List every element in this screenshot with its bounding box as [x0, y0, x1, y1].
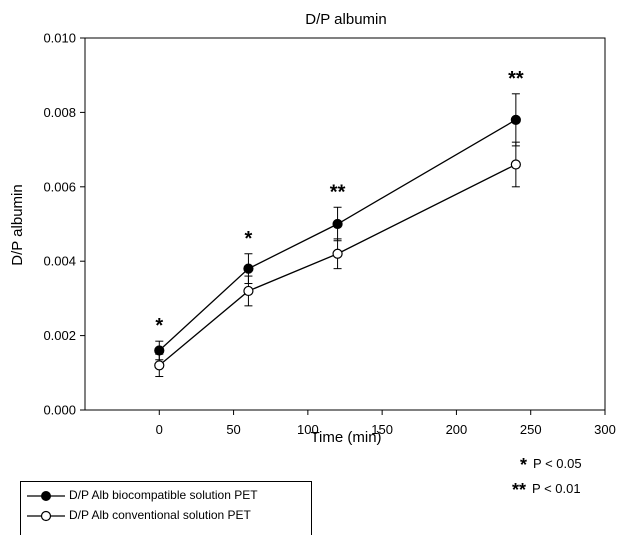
data-point — [243, 263, 254, 274]
x-tick-label: 200 — [446, 422, 468, 437]
significance-marker: * — [155, 315, 163, 337]
significance-marker: ** — [330, 181, 346, 203]
footnote-p001: ** P < 0.01 — [512, 477, 581, 500]
x-tick-label: 250 — [520, 422, 542, 437]
legend-label: D/P Alb biocompatible solution PET — [69, 488, 258, 502]
significance-stars: ** — [512, 480, 527, 500]
data-point — [510, 114, 521, 125]
x-axis-label: Time (min) — [310, 429, 381, 446]
plot-frame — [84, 37, 606, 411]
data-point — [332, 248, 343, 259]
chart-title: D/P albumin — [305, 11, 386, 28]
legend-item-conventional: D/P Alb conventional solution PET — [21, 506, 311, 526]
footnote-p005: * P < 0.05 — [520, 452, 582, 475]
x-tick-label: 100 — [297, 422, 319, 437]
data-point — [243, 285, 254, 297]
y-tick-label: 0.002 — [43, 328, 76, 343]
y-tick-label: 0.000 — [43, 403, 76, 418]
significance-marker: * — [245, 228, 253, 250]
series-line — [158, 163, 517, 366]
legend: D/P Alb biocompatible solution PET D/P A… — [20, 481, 312, 535]
open-circle-marker-icon — [27, 510, 65, 522]
footnote-text: P < 0.01 — [532, 481, 581, 496]
data-point — [332, 218, 343, 230]
legend-label: D/P Alb conventional solution PET — [69, 508, 251, 522]
y-axis-label: D/P albumin — [9, 184, 26, 265]
filled-circle-marker-icon — [27, 491, 65, 501]
data-point — [154, 345, 165, 356]
x-tick-label: 0 — [156, 422, 163, 437]
series-line — [158, 119, 517, 351]
data-point — [510, 159, 521, 170]
axis-ticks: 0 50 100 150 200 250 300 0.000 0.002 0.004 0.006 0.… — [43, 31, 615, 438]
x-tick-label: 300 — [594, 422, 616, 437]
y-tick-label: 0.006 — [43, 179, 76, 194]
y-tick-label: 0.004 — [43, 254, 76, 269]
data-point — [154, 360, 165, 371]
data-marks: ****** — [154, 68, 524, 378]
x-tick-label: 150 — [371, 422, 393, 437]
footnote-text: P < 0.05 — [533, 456, 582, 471]
significance-marker: ** — [508, 68, 524, 90]
significance-stars: * — [520, 455, 528, 475]
x-tick-label: 50 — [226, 422, 240, 437]
y-tick-label: 0.010 — [43, 31, 76, 46]
y-tick-label: 0.008 — [43, 105, 76, 120]
legend-item-biocompatible: D/P Alb biocompatible solution PET — [21, 486, 311, 506]
